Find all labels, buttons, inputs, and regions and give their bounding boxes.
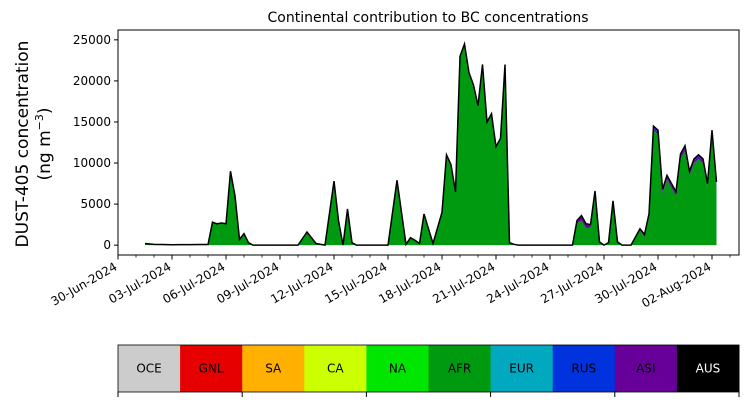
- y-tick-label: 5000: [80, 197, 111, 211]
- x-tick-label: 30-Jun-2024: [49, 259, 120, 308]
- legend-swatch-ca: [304, 345, 367, 392]
- stacked-areas: [145, 43, 717, 246]
- legend-swatch-na: [366, 345, 429, 392]
- legend-label-na: NA: [389, 362, 407, 376]
- x-axis: 30-Jun-202403-Jul-202406-Jul-202409-Jul-…: [49, 255, 731, 310]
- legend-swatch-rus: [552, 345, 616, 392]
- y-axis-label-exponent: −3: [33, 114, 46, 130]
- legend-label-rus: RUS: [571, 362, 596, 376]
- legend-label-gnl: GNL: [199, 362, 224, 376]
- y-tick-label: 15000: [73, 115, 111, 129]
- y-axis-label-line1: DUST-405 concentration: [13, 41, 33, 248]
- legend-swatch-eur: [490, 345, 554, 392]
- legend-swatch-oce: [118, 345, 181, 392]
- legend-swatch-afr: [428, 345, 492, 392]
- legend-label-ca: CA: [327, 362, 344, 376]
- y-axis-label-close: ): [35, 107, 55, 114]
- y-axis: 0 5000 10000 15000 20000 25000: [73, 33, 118, 252]
- legend-label-aus: AUS: [696, 362, 721, 376]
- legend-colorbar: OCE GNL SA CA NA AFR EUR RUS ASI AUS: [117, 344, 740, 397]
- legend-label-sa: SA: [265, 362, 282, 376]
- legend-label-eur: EUR: [509, 362, 534, 376]
- chart-title: Continental contribution to BC concentra…: [267, 10, 588, 26]
- y-axis-label: DUST-405 concentration (ng m−3): [13, 41, 55, 248]
- legend-frame: [117, 344, 740, 393]
- y-tick-label: 20000: [73, 74, 111, 88]
- y-tick-label: 10000: [73, 156, 111, 170]
- y-axis-label-line2: (ng m−3): [33, 107, 55, 180]
- legend-label-asi: ASI: [636, 362, 655, 376]
- legend-swatch-gnl: [180, 345, 243, 392]
- plot-frame: [117, 29, 740, 256]
- legend-label-afr: AFR: [448, 362, 471, 376]
- legend-swatch-aus: [676, 345, 740, 392]
- y-axis-label-unit: (ng m: [35, 130, 55, 180]
- legend-swatch-asi: [614, 345, 678, 392]
- total-outline: [144, 40, 718, 247]
- y-tick-label: 0: [103, 238, 111, 252]
- legend-swatch-sa: [242, 345, 305, 392]
- area-afr: [145, 43, 717, 246]
- legend-label-oce: OCE: [136, 362, 161, 376]
- y-tick-label: 25000: [73, 33, 111, 47]
